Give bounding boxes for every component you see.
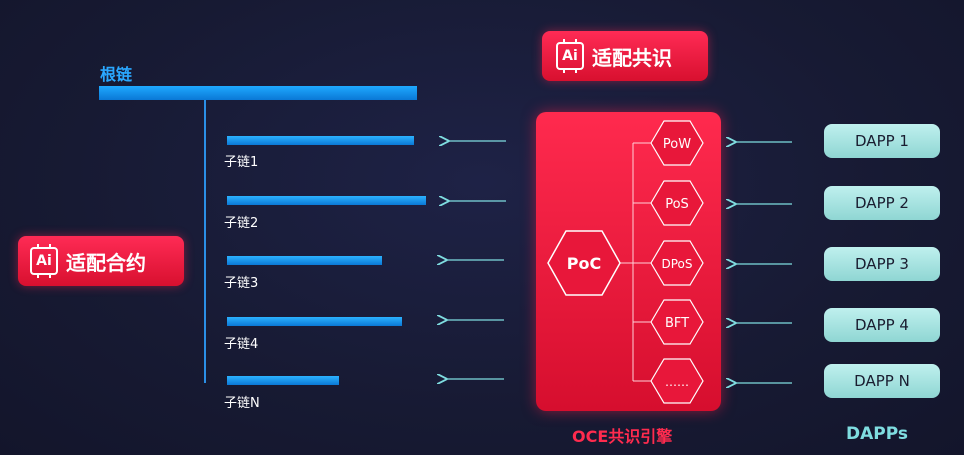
dpos-hexagon	[650, 240, 704, 286]
pow-label: PoW	[663, 137, 691, 152]
bft-hexagon	[650, 299, 704, 345]
sub-chain-bar-4	[227, 317, 402, 326]
sub-chain-bar-1	[227, 136, 414, 145]
dapp-box-4: DAPP 4	[824, 308, 940, 342]
dpos-label: DPoS	[661, 257, 692, 271]
dapp-box-2: DAPP 2	[824, 186, 940, 220]
adapt-consensus-label: 适配共识	[592, 45, 672, 70]
chain-trunk-line	[204, 100, 206, 383]
poc-label: PoC	[567, 254, 601, 273]
pos-hexagon	[650, 180, 704, 226]
sub-chain-label-2: 子链2	[224, 216, 259, 231]
sub-chain-label-3: 子链3	[224, 276, 259, 291]
ai-chip-icon: Ai	[556, 39, 584, 73]
pow-hexagon	[650, 120, 704, 166]
more-hexagon	[650, 358, 704, 404]
ai-chip-icon: Ai	[30, 244, 58, 278]
dapps-label: DAPPs	[846, 424, 909, 444]
sub-chain-bar-3	[227, 256, 382, 265]
poc-hexagon	[547, 230, 621, 296]
sub-chain-label-n: 子链N	[224, 396, 260, 411]
sub-chain-bar-n	[227, 376, 339, 385]
pos-label: PoS	[665, 197, 689, 212]
sub-chain-label-4: 子链4	[224, 337, 259, 352]
adapt-contract-badge: Ai 适配合约	[18, 236, 184, 286]
sub-chain-bar-2	[227, 196, 426, 205]
adapt-consensus-badge: Ai 适配共识	[542, 31, 708, 81]
adapt-contract-label: 适配合约	[66, 250, 146, 275]
dapp-box-n: DAPP N	[824, 364, 940, 398]
root-chain-bar	[99, 86, 417, 100]
sub-chain-label-1: 子链1	[224, 155, 259, 170]
dapp-box-1: DAPP 1	[824, 124, 940, 158]
more-label: ……	[665, 375, 689, 389]
engine-label: OCE共识引擎	[572, 427, 673, 446]
dapp-box-3: DAPP 3	[824, 247, 940, 281]
root-chain-label: 根链	[100, 65, 133, 84]
bft-label: BFT	[665, 316, 689, 331]
